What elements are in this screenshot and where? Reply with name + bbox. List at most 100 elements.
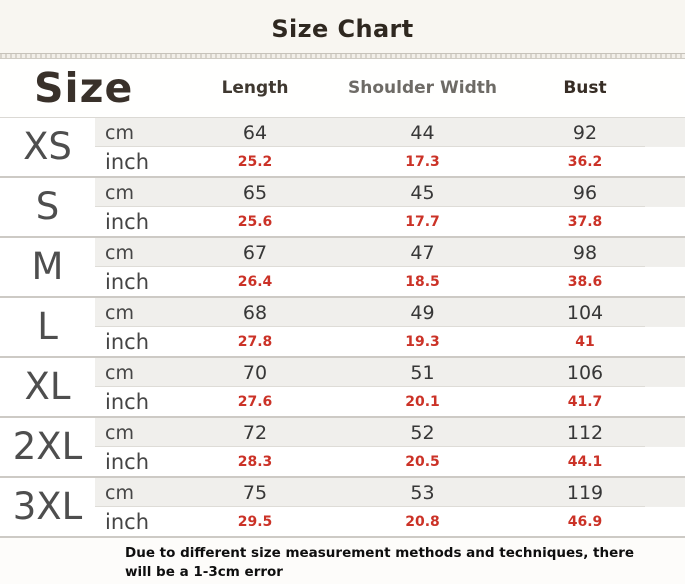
unit-label: cm: [105, 241, 134, 264]
size-group-xs: XS cm 64 44 92 inch 25.2 17.3 36.2: [0, 118, 685, 178]
shoulder-cm-value: 44: [410, 121, 435, 144]
shoulder-inch-value: 17.7: [405, 213, 440, 230]
size-group-3xl: 3XL cm 75 53 119 inch 29.5 20.8 46.9: [0, 478, 685, 538]
measurement-rows: cm 70 51 106 inch 27.6 20.1 41.7: [95, 358, 685, 416]
measurement-rows: cm 64 44 92 inch 25.2 17.3 36.2: [95, 118, 685, 176]
cm-row: cm 65 45 96: [95, 178, 685, 207]
length-cm-value: 65: [242, 181, 268, 204]
bust-inch-value: 46.9: [567, 513, 603, 530]
shoulder-inch-value: 18.5: [405, 273, 440, 290]
size-group-m: M cm 67 47 98 inch 26.4 18.5 38.6: [0, 238, 685, 298]
cm-row: cm 67 47 98: [95, 238, 685, 267]
disclaimer-line-1: Due to different size measurement method…: [125, 545, 635, 561]
inch-row: inch 29.5 20.8 46.9: [95, 507, 685, 536]
unit-label: inch: [105, 449, 149, 474]
size-chart-table: XS cm 64 44 92 inch 25.2 17.3 36.2: [0, 118, 685, 538]
size-label: XL: [24, 364, 71, 408]
shoulder-inch-value: 19.3: [405, 333, 440, 350]
bust-cm-value: 104: [566, 301, 604, 324]
bust-inch-value: 41: [575, 333, 595, 350]
disclaimer-line-2: will be a 1-3cm error: [125, 564, 283, 580]
length-inch-value: 27.8: [237, 333, 273, 350]
shoulder-inch-value: 20.8: [405, 513, 440, 530]
column-header-length: Length: [221, 78, 289, 98]
shoulder-cm-value: 49: [410, 301, 435, 324]
bust-cm-value: 106: [566, 361, 604, 384]
length-cm-value: 75: [242, 481, 268, 504]
length-cm-value: 67: [242, 241, 268, 264]
column-header-shoulder-width: Shoulder Width: [348, 78, 497, 98]
shoulder-cm-value: 52: [410, 421, 435, 444]
inch-row: inch 27.6 20.1 41.7: [95, 387, 685, 416]
size-group-l: L cm 68 49 104 inch 27.8 19.3 41: [0, 298, 685, 358]
unit-label: inch: [105, 509, 149, 534]
cm-row: cm 68 49 104: [95, 298, 685, 327]
masthead: Size Chart: [0, 0, 685, 53]
bust-cm-value: 92: [572, 121, 598, 144]
bust-cm-value: 98: [572, 241, 598, 264]
bust-inch-value: 37.8: [567, 213, 603, 230]
bust-inch-value: 38.6: [567, 273, 603, 290]
measurement-rows: cm 72 52 112 inch 28.3 20.5 44.1: [95, 418, 685, 476]
bust-cm-value: 119: [566, 481, 604, 504]
shoulder-cm-value: 53: [410, 481, 435, 504]
unit-label: inch: [105, 149, 149, 174]
size-label: S: [35, 184, 60, 228]
size-label: 3XL: [12, 484, 83, 528]
length-cm-value: 72: [242, 421, 268, 444]
length-cm-value: 70: [242, 361, 268, 384]
unit-label: cm: [105, 181, 134, 204]
bust-inch-value: 36.2: [567, 153, 603, 170]
column-header-size: Size: [34, 64, 134, 112]
measurement-rows: cm 67 47 98 inch 26.4 18.5 38.6: [95, 238, 685, 296]
bust-cm-value: 112: [566, 421, 604, 444]
length-inch-value: 27.6: [237, 393, 273, 410]
column-header-bust: Bust: [563, 78, 607, 98]
decorative-rule: [0, 53, 685, 59]
shoulder-inch-value: 20.1: [405, 393, 440, 410]
cm-row: cm 70 51 106: [95, 358, 685, 387]
length-inch-value: 29.5: [237, 513, 273, 530]
shoulder-cm-value: 51: [410, 361, 435, 384]
cm-row: cm 75 53 119: [95, 478, 685, 507]
shoulder-cm-value: 45: [410, 181, 435, 204]
bust-cm-value: 96: [572, 181, 598, 204]
inch-row: inch 25.6 17.7 37.8: [95, 207, 685, 236]
size-label: XS: [23, 124, 72, 168]
cm-row: cm 72 52 112: [95, 418, 685, 447]
unit-label: cm: [105, 301, 134, 324]
size-label: L: [37, 304, 58, 348]
bust-inch-value: 41.7: [567, 393, 603, 410]
unit-label: cm: [105, 421, 134, 444]
shoulder-inch-value: 20.5: [405, 453, 440, 470]
measurement-rows: cm 65 45 96 inch 25.6 17.7 37.8: [95, 178, 685, 236]
inch-row: inch 28.3 20.5 44.1: [95, 447, 685, 476]
length-inch-value: 26.4: [237, 273, 273, 290]
unit-label: inch: [105, 329, 149, 354]
unit-label: cm: [105, 481, 134, 504]
unit-label: cm: [105, 121, 134, 144]
length-inch-value: 25.2: [237, 153, 273, 170]
unit-label: inch: [105, 389, 149, 414]
length-cm-value: 64: [242, 121, 268, 144]
length-cm-value: 68: [242, 301, 268, 324]
size-group-2xl: 2XL cm 72 52 112 inch 28.3 20.5 44.1: [0, 418, 685, 478]
size-group-s: S cm 65 45 96 inch 25.6 17.7 37.8: [0, 178, 685, 238]
page-title: Size Chart: [271, 14, 414, 43]
size-label: 2XL: [12, 424, 83, 468]
shoulder-inch-value: 17.3: [405, 153, 440, 170]
unit-label: inch: [105, 269, 149, 294]
size-label: M: [31, 244, 64, 288]
table-header-row: Size Length Shoulder Width Bust: [0, 59, 685, 118]
bust-inch-value: 44.1: [567, 453, 603, 470]
unit-label: cm: [105, 361, 134, 384]
size-group-xl: XL cm 70 51 106 inch 27.6 20.1 41.7: [0, 358, 685, 418]
measurement-disclaimer: Due to different size measurement method…: [0, 538, 685, 582]
unit-label: inch: [105, 209, 149, 234]
cm-row: cm 64 44 92: [95, 118, 685, 147]
length-inch-value: 25.6: [237, 213, 273, 230]
inch-row: inch 25.2 17.3 36.2: [95, 147, 685, 176]
inch-row: inch 27.8 19.3 41: [95, 327, 685, 356]
length-inch-value: 28.3: [237, 453, 273, 470]
